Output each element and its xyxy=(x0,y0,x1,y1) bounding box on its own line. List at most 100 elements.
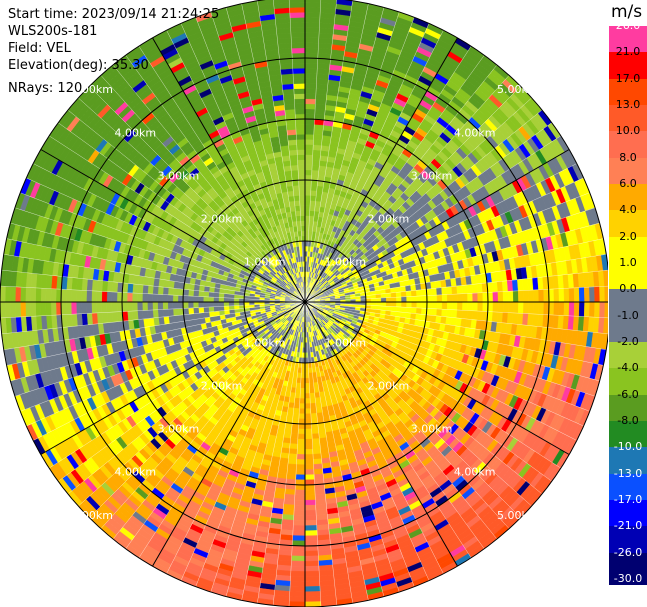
velocity-gate xyxy=(558,301,565,316)
velocity-gate xyxy=(538,289,545,303)
velocity-gate xyxy=(304,1,321,8)
velocity-gate xyxy=(304,469,315,476)
velocity-gate xyxy=(390,306,397,312)
velocity-gate xyxy=(292,530,306,537)
velocity-gate xyxy=(304,428,313,435)
velocity-gate xyxy=(487,291,494,303)
velocity-gate xyxy=(309,210,315,217)
velocity-gate xyxy=(304,88,317,95)
velocity-gate xyxy=(578,301,585,317)
velocity-gate xyxy=(395,291,402,298)
velocity-gate xyxy=(304,540,318,547)
velocity-gate xyxy=(512,290,519,303)
velocity-gate xyxy=(497,291,504,303)
velocity-gate xyxy=(304,113,316,120)
velocity-gate xyxy=(304,504,317,511)
velocity-gate xyxy=(406,296,412,303)
velocity-gate xyxy=(436,294,443,303)
velocity-gate xyxy=(304,367,309,374)
velocity-gate xyxy=(304,108,316,115)
velocity-gate xyxy=(380,297,387,303)
velocity-gate xyxy=(304,27,320,34)
velocity-gate xyxy=(309,205,316,212)
velocity-gate xyxy=(304,474,315,481)
velocity-gate xyxy=(401,296,407,303)
velocity-gate xyxy=(396,301,402,308)
velocity-gate xyxy=(313,134,323,141)
velocity-gate xyxy=(462,301,468,311)
velocity-gate xyxy=(304,200,311,206)
velocity-gate xyxy=(304,459,314,465)
velocity-gate xyxy=(295,474,306,481)
velocity-gate xyxy=(297,438,306,445)
velocity-gate xyxy=(304,464,314,470)
velocity-gate xyxy=(304,32,320,39)
velocity-gate xyxy=(415,283,422,291)
velocity-gate xyxy=(294,494,306,501)
velocity-gate xyxy=(311,169,320,176)
velocity-gate xyxy=(314,488,326,496)
velocity-gate xyxy=(309,200,316,207)
velocity-gate xyxy=(293,520,306,526)
velocity-gate xyxy=(441,294,448,303)
velocity-gate xyxy=(304,449,314,455)
velocity-gate xyxy=(304,169,313,176)
velocity-gate xyxy=(304,67,318,74)
velocity-gate xyxy=(304,515,317,521)
velocity-gate xyxy=(304,164,313,171)
velocity-gate xyxy=(289,596,306,603)
velocity-gate xyxy=(304,601,322,607)
velocity-gate xyxy=(311,438,321,445)
velocity-gate xyxy=(507,290,514,303)
velocity-gate xyxy=(446,301,453,310)
velocity-gate xyxy=(385,306,392,312)
velocity-gate xyxy=(304,535,318,542)
velocity-gate xyxy=(312,448,322,455)
velocity-gate xyxy=(415,313,422,321)
velocity-gate xyxy=(289,438,299,445)
velocity-gate xyxy=(396,296,402,303)
velocity-gate xyxy=(320,0,338,4)
velocity-gate xyxy=(291,550,306,557)
velocity-gate xyxy=(538,301,545,315)
velocity-gate xyxy=(573,287,580,303)
velocity-gate xyxy=(604,301,608,319)
velocity-gate xyxy=(287,463,297,470)
velocity-gate xyxy=(528,289,534,303)
velocity-gate xyxy=(391,297,397,303)
velocity-gate xyxy=(431,308,438,317)
velocity-gate xyxy=(310,185,318,191)
velocity-gate xyxy=(410,312,417,320)
velocity-gate xyxy=(304,413,312,420)
velocity-gate xyxy=(310,190,317,197)
velocity-gate xyxy=(301,367,306,374)
velocity-gate xyxy=(461,284,468,294)
velocity-gate xyxy=(471,310,478,321)
velocity-gate xyxy=(446,309,453,318)
velocity-gate xyxy=(497,301,504,313)
velocity-gate xyxy=(487,301,494,313)
velocity-gate xyxy=(297,443,306,450)
velocity-gate xyxy=(457,301,463,311)
velocity-gate xyxy=(416,301,423,309)
velocity-gate xyxy=(304,494,316,501)
velocity-gate xyxy=(518,290,524,303)
velocity-gate xyxy=(477,292,484,303)
velocity-gate xyxy=(304,377,310,384)
velocity-gate xyxy=(313,458,323,465)
velocity-gate xyxy=(293,509,306,516)
velocity-gate xyxy=(304,205,311,211)
velocity-gate xyxy=(599,286,606,303)
velocity-gate xyxy=(426,301,433,309)
velocity-gate xyxy=(304,423,312,430)
velocity-gate xyxy=(312,144,322,151)
velocity-gate xyxy=(295,469,306,476)
velocity-gate xyxy=(312,453,322,460)
velocity-gate xyxy=(304,195,311,201)
velocity-gate xyxy=(304,189,312,196)
velocity-gate xyxy=(375,301,382,307)
velocity-gate xyxy=(304,408,312,415)
velocity-gate xyxy=(400,291,407,298)
velocity-gate xyxy=(304,22,320,29)
velocity-gate xyxy=(583,286,590,303)
